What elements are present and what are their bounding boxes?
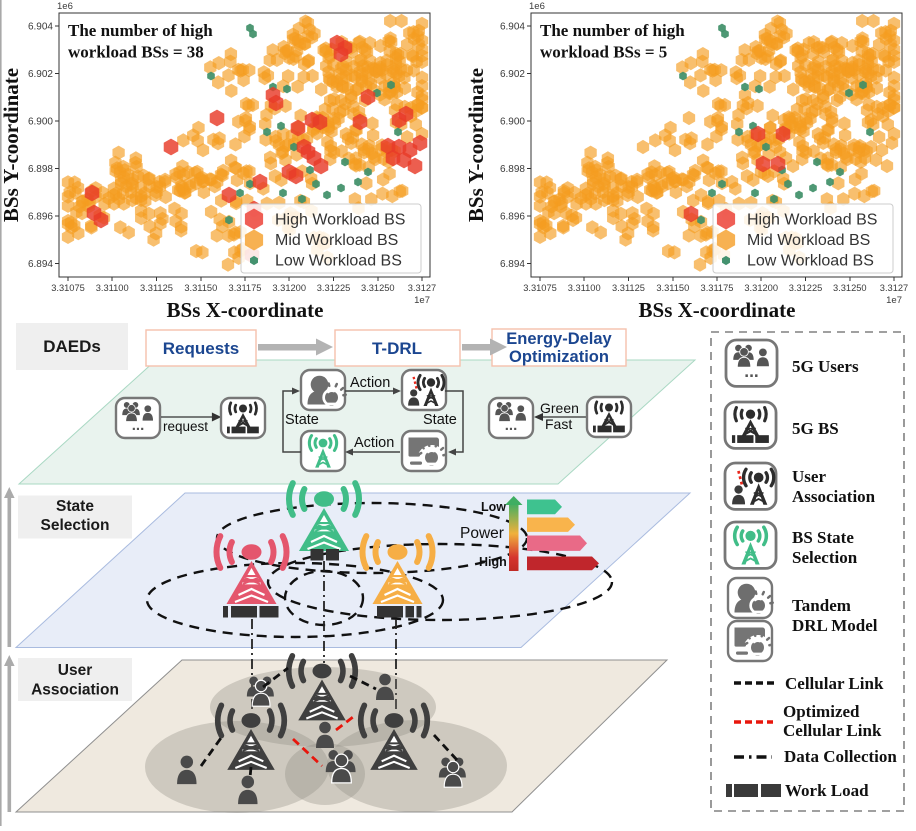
svg-text:State: State (56, 498, 94, 515)
svg-text:Work Load: Work Load (785, 781, 869, 800)
svg-text:Requests: Requests (163, 339, 240, 358)
svg-text:6.894: 6.894 (28, 259, 53, 270)
svg-text:High Workload BS: High Workload BS (275, 212, 405, 229)
svg-text:3.31150: 3.31150 (656, 283, 689, 293)
svg-text:BS State: BS State (792, 528, 854, 547)
svg-text:3.31125: 3.31125 (140, 283, 173, 293)
svg-text:3.31150: 3.31150 (184, 283, 217, 293)
svg-text:Fast: Fast (545, 416, 572, 432)
svg-text:Association: Association (792, 487, 876, 506)
svg-text:6.904: 6.904 (28, 22, 53, 33)
svg-text:Energy-Delay: Energy-Delay (506, 330, 612, 348)
svg-text:Association: Association (31, 682, 119, 699)
svg-text:6.894: 6.894 (500, 259, 525, 270)
svg-text:6.900: 6.900 (28, 117, 53, 128)
svg-text:6.898: 6.898 (28, 164, 53, 175)
svg-text:Selection: Selection (792, 548, 858, 567)
svg-text:Action: Action (350, 375, 390, 391)
svg-text:1e6: 1e6 (57, 1, 73, 12)
svg-text:3.31175: 3.31175 (701, 283, 734, 293)
svg-text:Data Collection: Data Collection (784, 747, 897, 766)
svg-text:Power: Power (460, 525, 504, 542)
svg-text:6.896: 6.896 (500, 212, 525, 223)
svg-text:3.31125: 3.31125 (612, 283, 645, 293)
svg-text:3.31225: 3.31225 (789, 283, 823, 293)
svg-text:User: User (792, 467, 826, 486)
svg-text:3.31100: 3.31100 (568, 283, 601, 293)
svg-text:1e7: 1e7 (886, 295, 902, 306)
svg-text:State: State (285, 412, 319, 428)
svg-text:6.902: 6.902 (28, 69, 53, 80)
svg-text:Green: Green (540, 400, 579, 416)
svg-text:High Workload BS: High Workload BS (747, 212, 877, 229)
svg-text:3.31200: 3.31200 (272, 283, 306, 293)
svg-text:The number of high: The number of high (68, 21, 213, 40)
svg-text:6.900: 6.900 (500, 117, 525, 128)
svg-text:3.31075: 3.31075 (523, 283, 557, 293)
svg-text:User: User (58, 662, 92, 679)
svg-text:3.31225: 3.31225 (317, 283, 351, 293)
svg-text:1e6: 1e6 (529, 1, 545, 12)
svg-text:High: High (479, 555, 507, 569)
svg-text:Cellular Link: Cellular Link (785, 674, 884, 693)
svg-text:3.3127: 3.3127 (880, 283, 908, 293)
svg-text:Low: Low (481, 500, 506, 514)
svg-text:workload BSs = 5: workload BSs = 5 (540, 43, 667, 62)
svg-text:5G Users: 5G Users (792, 357, 859, 376)
svg-text:Low Workload BS: Low Workload BS (747, 253, 874, 270)
svg-text:3.31175: 3.31175 (229, 283, 262, 293)
svg-text:6.898: 6.898 (500, 164, 525, 175)
svg-text:3.31075: 3.31075 (51, 283, 85, 293)
svg-text:Optimized: Optimized (783, 702, 860, 721)
svg-text:BSs Y-coordinate: BSs Y-coordinate (464, 68, 488, 222)
svg-text:DAEDs: DAEDs (43, 337, 101, 356)
svg-text:Optimization: Optimization (509, 348, 609, 366)
svg-text:3.31100: 3.31100 (96, 283, 129, 293)
svg-text:BSs Y-coordinate: BSs Y-coordinate (0, 68, 23, 222)
svg-text:T-DRL: T-DRL (372, 339, 422, 358)
svg-text:3.31250: 3.31250 (361, 283, 395, 293)
svg-text:request: request (163, 419, 208, 434)
svg-text:BSs X-coordinate: BSs X-coordinate (639, 298, 796, 322)
svg-text:Action: Action (354, 435, 394, 451)
svg-text:Mid Workload BS: Mid Workload BS (275, 232, 398, 249)
svg-text:DRL Model: DRL Model (792, 616, 878, 635)
svg-text:Tandem: Tandem (792, 596, 851, 615)
svg-text:Selection: Selection (41, 517, 110, 534)
svg-text:BSs X-coordinate: BSs X-coordinate (167, 298, 324, 322)
svg-text:6.896: 6.896 (28, 212, 53, 223)
svg-text:1e7: 1e7 (414, 295, 430, 306)
svg-text:6.904: 6.904 (500, 22, 525, 33)
svg-text:5G BS: 5G BS (792, 419, 839, 438)
svg-text:workload BSs = 38: workload BSs = 38 (68, 43, 204, 62)
svg-text:3.31200: 3.31200 (744, 283, 778, 293)
svg-text:Cellular Link: Cellular Link (783, 721, 882, 740)
svg-text:State: State (423, 412, 457, 428)
svg-text:Low Workload BS: Low Workload BS (275, 253, 402, 270)
svg-text:6.902: 6.902 (500, 69, 525, 80)
svg-text:3.31250: 3.31250 (833, 283, 867, 293)
svg-text:3.3127: 3.3127 (408, 283, 436, 293)
svg-text:The number of high: The number of high (540, 21, 685, 40)
svg-text:Mid Workload BS: Mid Workload BS (747, 232, 870, 249)
